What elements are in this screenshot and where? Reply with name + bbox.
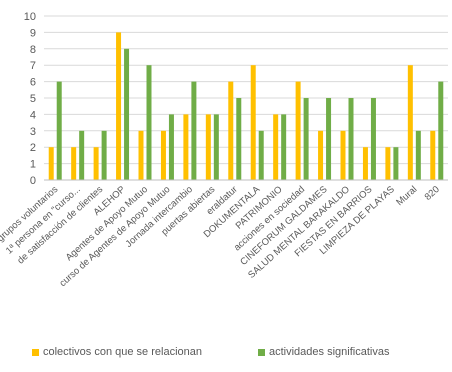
x-tick-label: Mural (394, 184, 419, 208)
y-tick-label: 8 (30, 44, 36, 56)
y-tick-label: 6 (30, 77, 36, 89)
legend-swatch-series-2 (258, 348, 265, 356)
bar-series-1 (385, 147, 391, 180)
bar-series-1 (362, 147, 368, 180)
y-tick-label: 10 (24, 11, 36, 23)
bar-series-2 (348, 98, 354, 180)
bar-series-1 (160, 130, 166, 180)
y-tick-label: 9 (30, 27, 36, 39)
bar-series-1 (228, 81, 234, 180)
bar-series-1 (407, 65, 413, 180)
y-tick-label: 0 (30, 175, 36, 187)
bar-series-1 (340, 130, 346, 180)
bar-series-1 (205, 114, 211, 180)
legend-item-series-2: actividades significativas (258, 346, 389, 358)
legend-swatch-series-1 (32, 348, 39, 356)
bar-series-2 (415, 130, 421, 180)
bar-series-2 (236, 98, 242, 180)
bar-series-1 (273, 114, 279, 180)
bar-series-1 (183, 114, 189, 180)
bar-series-2 (303, 98, 309, 180)
bar-series-2 (79, 130, 85, 180)
bar-series-2 (168, 114, 174, 180)
legend-item-series-1: colectivos con que se relacionan (32, 346, 202, 358)
bar-series-2 (124, 48, 130, 180)
bar-series-1 (318, 130, 324, 180)
bar-series-2 (393, 147, 399, 180)
y-tick-label: 7 (30, 60, 36, 72)
y-tick-label: 3 (30, 126, 36, 138)
bar-series-1 (430, 130, 436, 180)
bar-series-2 (146, 65, 152, 180)
y-tick-label: 5 (30, 93, 36, 105)
bar-series-1 (295, 81, 301, 180)
bar-series-2 (191, 81, 197, 180)
bar-series-1 (138, 130, 144, 180)
bar-series-1 (250, 65, 256, 180)
legend-label-series-2: actividades significativas (269, 346, 390, 358)
bar-series-1 (48, 147, 54, 180)
legend-label-series-1: colectivos con que se relacionan (43, 346, 202, 358)
bar-series-2 (281, 114, 287, 180)
bar-series-2 (370, 98, 376, 180)
bar-series-2 (101, 130, 107, 180)
y-tick-label: 2 (30, 142, 36, 154)
y-tick-label: 4 (30, 109, 36, 121)
bar-series-2 (326, 98, 332, 180)
y-tick-label: 1 (30, 159, 36, 171)
bar-series-2 (258, 130, 264, 180)
bar-series-2 (438, 81, 444, 180)
bar-series-2 (213, 114, 219, 180)
x-tick-label: 820 (423, 184, 442, 203)
bar-series-1 (93, 147, 99, 180)
bar-series-2 (56, 81, 62, 180)
bar-series-1 (71, 147, 77, 180)
chart-legend: colectivos con que se relacionan activid… (18, 346, 448, 362)
bar-series-1 (116, 32, 122, 181)
